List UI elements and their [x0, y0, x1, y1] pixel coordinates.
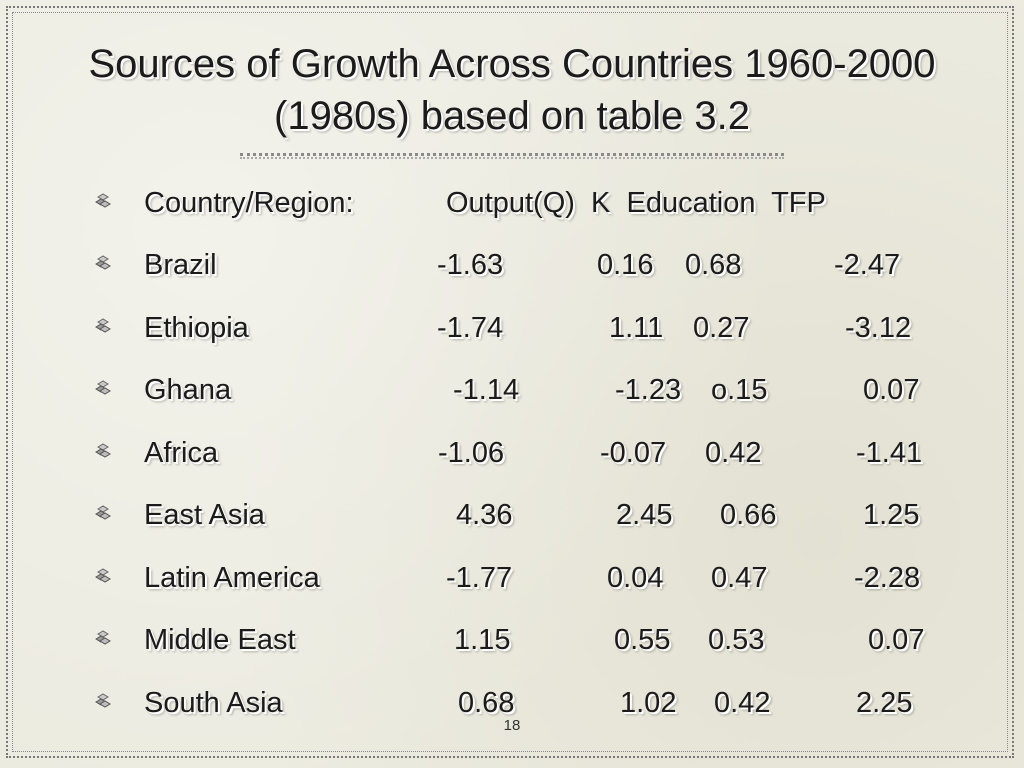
k-value: -0.07 — [600, 437, 667, 469]
education-value: 0.47 — [711, 562, 768, 594]
diamond-bullet-icon — [95, 443, 111, 458]
education-value: 0.66 — [720, 499, 777, 531]
table-row: Africa -1.06 -0.07 0.42 -1.41 — [0, 433, 1024, 473]
diamond-bullet-icon — [95, 193, 111, 208]
tfp-value: 0.07 — [868, 624, 925, 656]
diamond-bullet-icon — [95, 505, 111, 520]
page-number: 18 — [503, 717, 521, 734]
slide-title: Sources of Growth Across Countries 1960-… — [88, 42, 936, 138]
k-value: 0.04 — [607, 562, 664, 594]
table-row: Latin America -1.77 0.04 0.47 -2.28 — [0, 558, 1024, 598]
k-value: 2.45 — [616, 499, 673, 531]
education-value: o.15 — [711, 374, 768, 406]
tfp-value: 0.07 — [863, 374, 920, 406]
tfp-value: -2.47 — [834, 249, 901, 281]
k-value: 0.16 — [597, 249, 654, 281]
tfp-value: -3.12 — [845, 312, 912, 344]
output-value: 4.36 — [456, 499, 513, 531]
k-value: 0.55 — [614, 624, 671, 656]
country-name: Brazil — [144, 249, 217, 281]
diamond-bullet-icon — [95, 255, 111, 270]
country-name: Ethiopia — [144, 312, 249, 344]
diamond-bullet-icon — [95, 630, 111, 645]
tfp-value: -1.41 — [856, 437, 923, 469]
education-value: 0.68 — [685, 249, 742, 281]
slide-outer-border — [6, 6, 1014, 758]
output-value: -1.06 — [438, 437, 505, 469]
header-columns: Output(Q) K Education TFP — [446, 187, 826, 219]
country-name: Africa — [144, 437, 219, 469]
table-header-row: Country/Region: Output(Q) K Education TF… — [0, 183, 1024, 223]
country-name: Middle East — [144, 624, 296, 656]
education-value: 0.27 — [693, 312, 750, 344]
country-name: Latin America — [144, 562, 320, 594]
k-value: 1.11 — [609, 312, 664, 344]
diamond-bullet-icon — [95, 693, 111, 708]
output-value: -1.77 — [446, 562, 513, 594]
education-value: 0.53 — [708, 624, 765, 656]
country-name: South Asia — [144, 687, 283, 719]
table-row: Middle East 1.15 0.55 0.53 0.07 — [0, 620, 1024, 660]
tfp-value: -2.28 — [854, 562, 921, 594]
slide-inner-border — [12, 12, 1008, 752]
output-value: -1.14 — [453, 374, 520, 406]
output-value: -1.74 — [437, 312, 504, 344]
country-name: Ghana — [144, 374, 232, 406]
education-value: 0.42 — [705, 437, 762, 469]
title-divider — [240, 153, 784, 159]
education-value: 0.42 — [714, 687, 771, 719]
k-value: 1.02 — [620, 687, 677, 719]
diamond-bullet-icon — [95, 380, 111, 395]
table-row: South Asia 0.68 1.02 0.42 2.25 — [0, 683, 1024, 723]
output-value: 1.15 — [454, 624, 511, 656]
country-name: East Asia — [144, 499, 265, 531]
tfp-value: 1.25 — [863, 499, 920, 531]
table-row: Brazil -1.63 0.16 0.68 -2.47 — [0, 245, 1024, 285]
diamond-bullet-icon — [95, 318, 111, 333]
header-country: Country/Region: — [144, 187, 354, 219]
output-value: -1.63 — [437, 249, 504, 281]
output-value: 0.68 — [458, 687, 515, 719]
k-value: -1.23 — [615, 374, 682, 406]
table-row: East Asia 4.36 2.45 0.66 1.25 — [0, 495, 1024, 535]
diamond-bullet-icon — [95, 568, 111, 583]
table-row: Ghana -1.14 -1.23 o.15 0.07 — [0, 370, 1024, 410]
table-row: Ethiopia -1.74 1.11 0.27 -3.12 — [0, 308, 1024, 348]
tfp-value: 2.25 — [856, 687, 913, 719]
